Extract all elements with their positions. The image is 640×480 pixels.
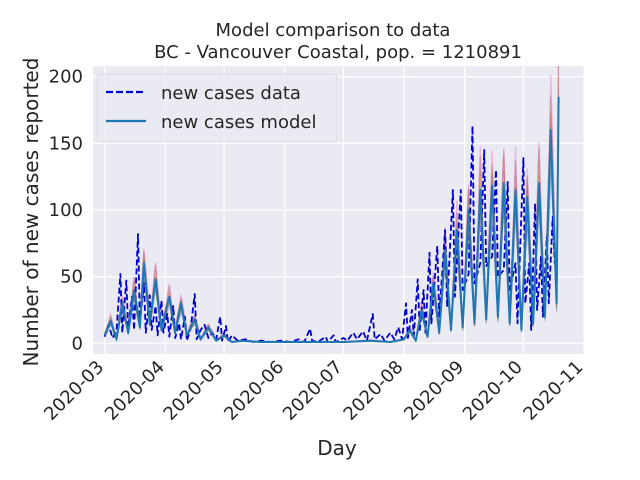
chart-title-line2: BC - Vancouver Coastal, pop. = 1210891 xyxy=(154,42,522,63)
series-line-data xyxy=(103,125,556,343)
y-tick-label: 200 xyxy=(49,67,83,88)
y-tick-label: 50 xyxy=(60,267,83,288)
series-line-model xyxy=(103,96,560,343)
legend: new cases data new cases model xyxy=(96,73,338,143)
legend-label-model: new cases model xyxy=(161,112,316,133)
y-tick-label: 150 xyxy=(49,133,83,154)
y-axis-label: Number of new cases reported xyxy=(19,58,43,367)
legend-label-data: new cases data xyxy=(161,83,301,104)
y-ticks: 0 50 100 150 200 xyxy=(49,67,83,355)
y-tick-label: 100 xyxy=(49,200,83,221)
chart-title-line1: Model comparison to data xyxy=(216,20,451,41)
y-tick-label: 0 xyxy=(72,333,83,354)
legend-box xyxy=(96,73,338,143)
series xyxy=(103,96,560,343)
x-axis-label: Day xyxy=(317,436,357,460)
